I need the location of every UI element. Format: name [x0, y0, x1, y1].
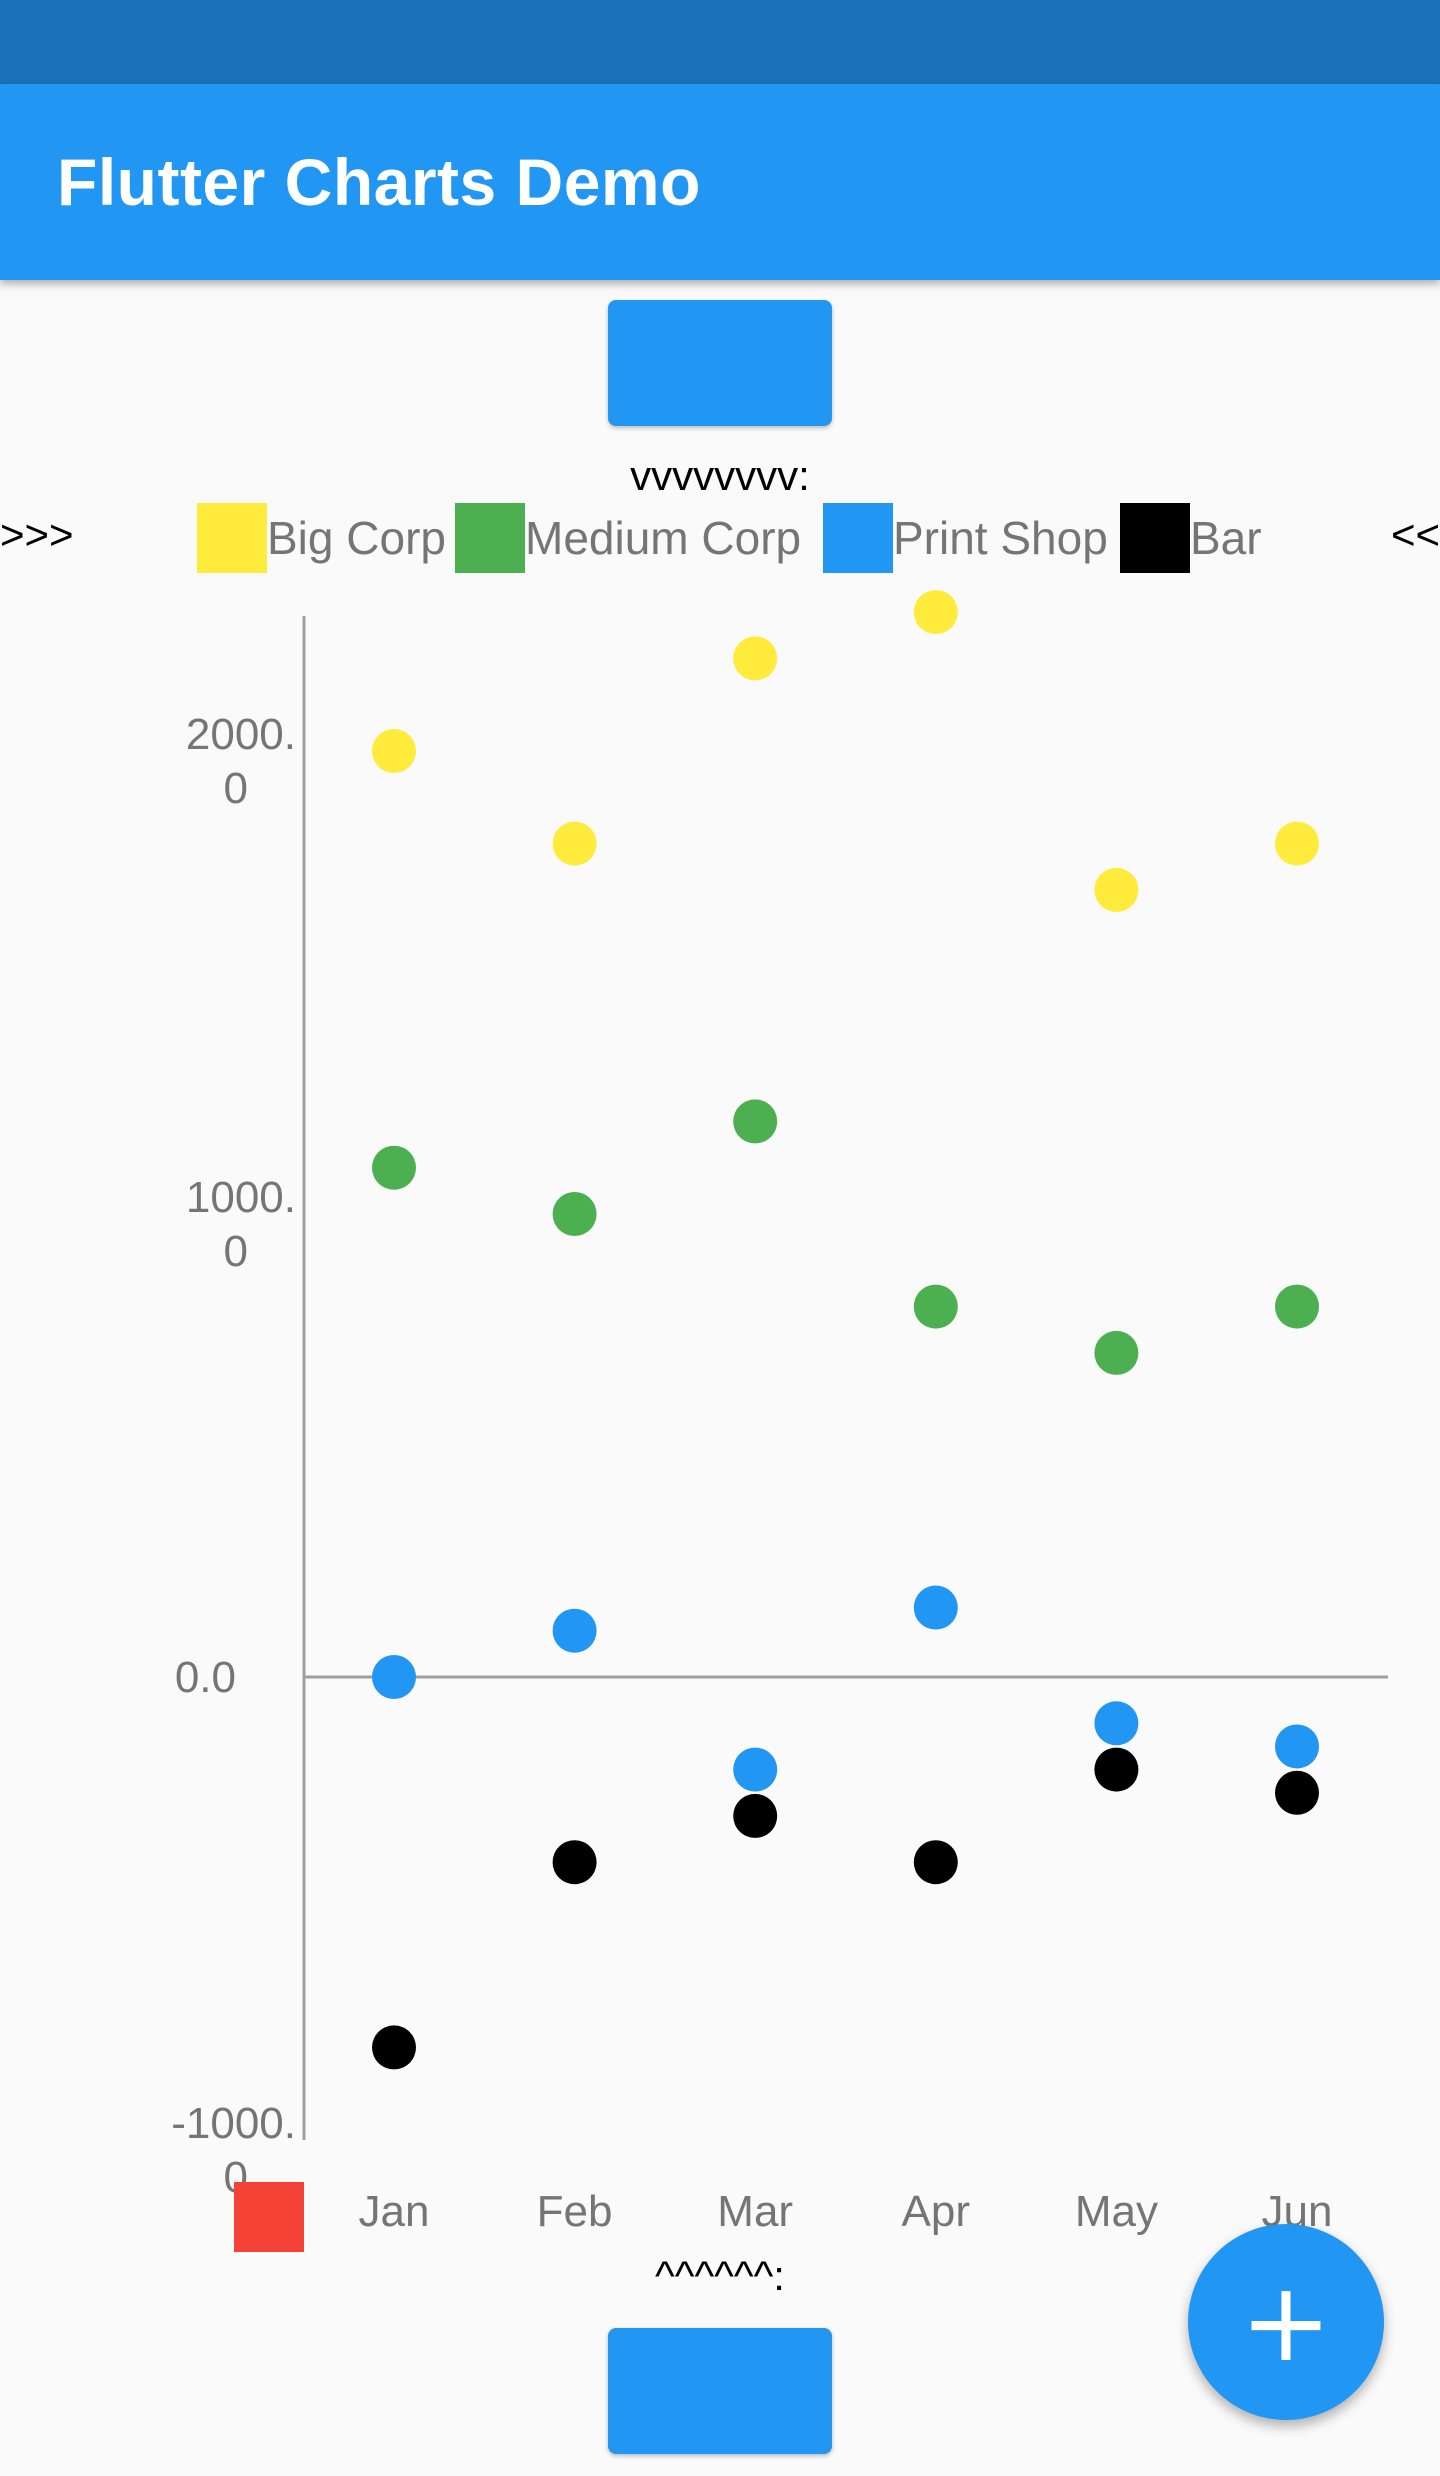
data-point	[1275, 1724, 1319, 1769]
app-bar: Flutter Charts Demo	[0, 84, 1440, 280]
data-point	[372, 2025, 416, 2070]
legend-item-big-corp: Big Corp	[197, 503, 446, 573]
data-point	[372, 1655, 416, 1699]
legend-title: vvvvvvvv:	[630, 452, 810, 499]
data-point	[552, 1192, 597, 1236]
y-tick-label: 0.0	[175, 1653, 236, 1702]
legend-arrow-left: >>>	[0, 511, 74, 558]
data-point	[1094, 1747, 1139, 1792]
x-tick-label: May	[1075, 2187, 1158, 2236]
legend-swatch-medium-corp	[455, 503, 525, 573]
legend-item-medium-corp: Medium Corp	[455, 503, 801, 573]
app-title: Flutter Charts Demo	[57, 145, 701, 219]
bottom-label: ^^^^^^:	[655, 2252, 785, 2299]
data-point	[1094, 1330, 1139, 1375]
data-point	[913, 1585, 958, 1630]
red-swatch	[234, 2182, 304, 2252]
data-point	[552, 1608, 597, 1653]
data-point	[372, 729, 416, 773]
data-point	[913, 590, 958, 635]
data-point	[372, 1145, 416, 1190]
legend-swatch-big-corp	[197, 503, 267, 573]
data-point	[1275, 1284, 1319, 1329]
data-point	[913, 1284, 958, 1329]
data-point	[1094, 1701, 1139, 1746]
x-tick-label: Jan	[359, 2187, 430, 2236]
y-tick-label: 1000. 0	[186, 1173, 296, 1276]
plus-icon: +	[1239, 2258, 1333, 2386]
data-point	[552, 821, 597, 866]
y-tick-label: 2000. 0	[186, 710, 296, 813]
legend-arrow-right: <<	[1390, 511, 1440, 558]
x-tick-label: Apr	[902, 2187, 970, 2236]
legend-item-bar: Bar	[1120, 503, 1262, 573]
legend-item-print-shop: Print Shop	[823, 503, 1108, 573]
legend-label-bar: Bar	[1190, 512, 1262, 564]
y-tick-label: -1000. 0	[171, 2099, 296, 2202]
legend: >>> Big Corp Medium Corp Print Shop Bar …	[0, 503, 1440, 573]
status-bar	[0, 0, 1440, 84]
data-point	[733, 1793, 778, 1838]
bottom-button[interactable]	[608, 2328, 832, 2454]
x-tick-label: Feb	[537, 2187, 613, 2236]
data-point	[1275, 821, 1319, 866]
data-point	[1094, 867, 1139, 912]
data-point	[733, 1099, 778, 1144]
x-tick-label: Mar	[717, 2187, 793, 2236]
legend-swatch-bar	[1120, 503, 1190, 573]
data-point	[552, 1840, 597, 1885]
top-button[interactable]	[608, 300, 832, 426]
add-fab-button[interactable]: +	[1188, 2224, 1384, 2420]
data-point	[1275, 1770, 1319, 1815]
legend-swatch-print-shop	[823, 503, 893, 573]
data-point	[913, 1840, 958, 1885]
legend-label-print-shop: Print Shop	[893, 512, 1108, 564]
legend-label-big-corp: Big Corp	[267, 512, 446, 564]
data-point	[733, 1747, 778, 1792]
legend-label-medium-corp: Medium Corp	[525, 512, 802, 564]
data-point	[733, 636, 778, 681]
